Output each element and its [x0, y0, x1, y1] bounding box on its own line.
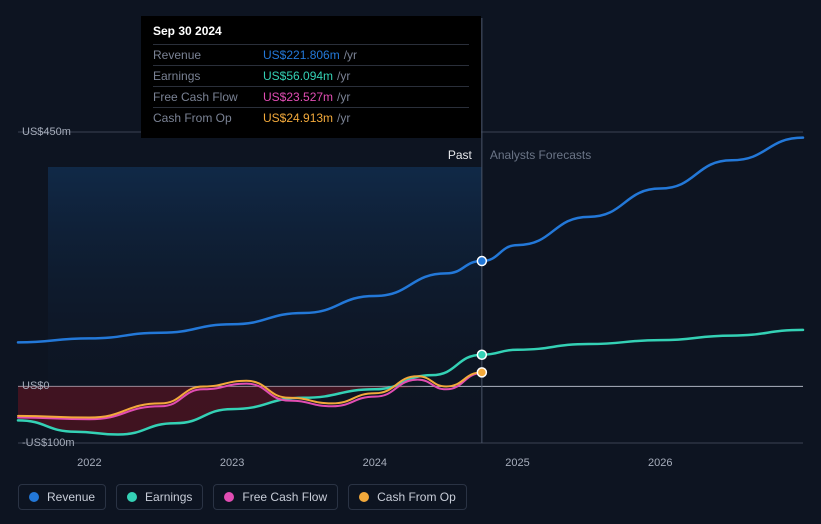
period-past-label: Past: [448, 148, 472, 162]
period-forecast-label: Analysts Forecasts: [490, 148, 591, 162]
tooltip-row: EarningsUS$56.094m/yr: [153, 65, 469, 86]
tooltip-row-value: US$24.913m: [263, 111, 333, 125]
tooltip-row-label: Earnings: [153, 69, 263, 83]
tooltip-row-unit: /yr: [344, 48, 357, 62]
tooltip-row: RevenueUS$221.806m/yr: [153, 44, 469, 65]
legend-label: Earnings: [145, 490, 192, 504]
tooltip-row-value: US$56.094m: [263, 69, 333, 83]
legend-swatch: [359, 492, 369, 502]
legend-label: Revenue: [47, 490, 95, 504]
x-axis-label: 2022: [77, 457, 101, 469]
tooltip-row-unit: /yr: [337, 69, 350, 83]
legend-label: Free Cash Flow: [242, 490, 327, 504]
chart-tooltip: Sep 30 2024 RevenueUS$221.806m/yrEarning…: [141, 16, 481, 138]
y-axis-label: US$450m: [22, 126, 71, 138]
tooltip-row-unit: /yr: [337, 90, 350, 104]
legend-item-fcf[interactable]: Free Cash Flow: [213, 484, 338, 510]
tooltip-row-label: Revenue: [153, 48, 263, 62]
chart-legend: Revenue Earnings Free Cash Flow Cash From O…: [18, 484, 467, 510]
legend-swatch: [29, 492, 39, 502]
x-axis-label: 2023: [220, 457, 244, 469]
tooltip-row: Cash From OpUS$24.913m/yr: [153, 107, 469, 128]
y-axis-label: -US$100m: [22, 437, 75, 449]
legend-item-cfo[interactable]: Cash From Op: [348, 484, 467, 510]
legend-swatch: [127, 492, 137, 502]
x-axis-label: 2024: [363, 457, 387, 469]
tooltip-row-value: US$23.527m: [263, 90, 333, 104]
legend-swatch: [224, 492, 234, 502]
legend-item-revenue[interactable]: Revenue: [18, 484, 106, 510]
x-axis-label: 2026: [648, 457, 672, 469]
y-axis-label: US$0: [22, 380, 50, 392]
tooltip-row-label: Free Cash Flow: [153, 90, 263, 104]
tooltip-row: Free Cash FlowUS$23.527m/yr: [153, 86, 469, 107]
period-labels: Past Analysts Forecasts: [448, 148, 591, 162]
earnings-revenue-chart: Sep 30 2024 RevenueUS$221.806m/yrEarning…: [0, 0, 821, 524]
legend-label: Cash From Op: [377, 490, 456, 504]
tooltip-date: Sep 30 2024: [153, 24, 469, 44]
tooltip-row-label: Cash From Op: [153, 111, 263, 125]
x-axis-label: 2025: [505, 457, 529, 469]
tooltip-row-value: US$221.806m: [263, 48, 340, 62]
tooltip-row-unit: /yr: [337, 111, 350, 125]
legend-item-earnings[interactable]: Earnings: [116, 484, 203, 510]
tooltip-rows: RevenueUS$221.806m/yrEarningsUS$56.094m/…: [153, 44, 469, 128]
